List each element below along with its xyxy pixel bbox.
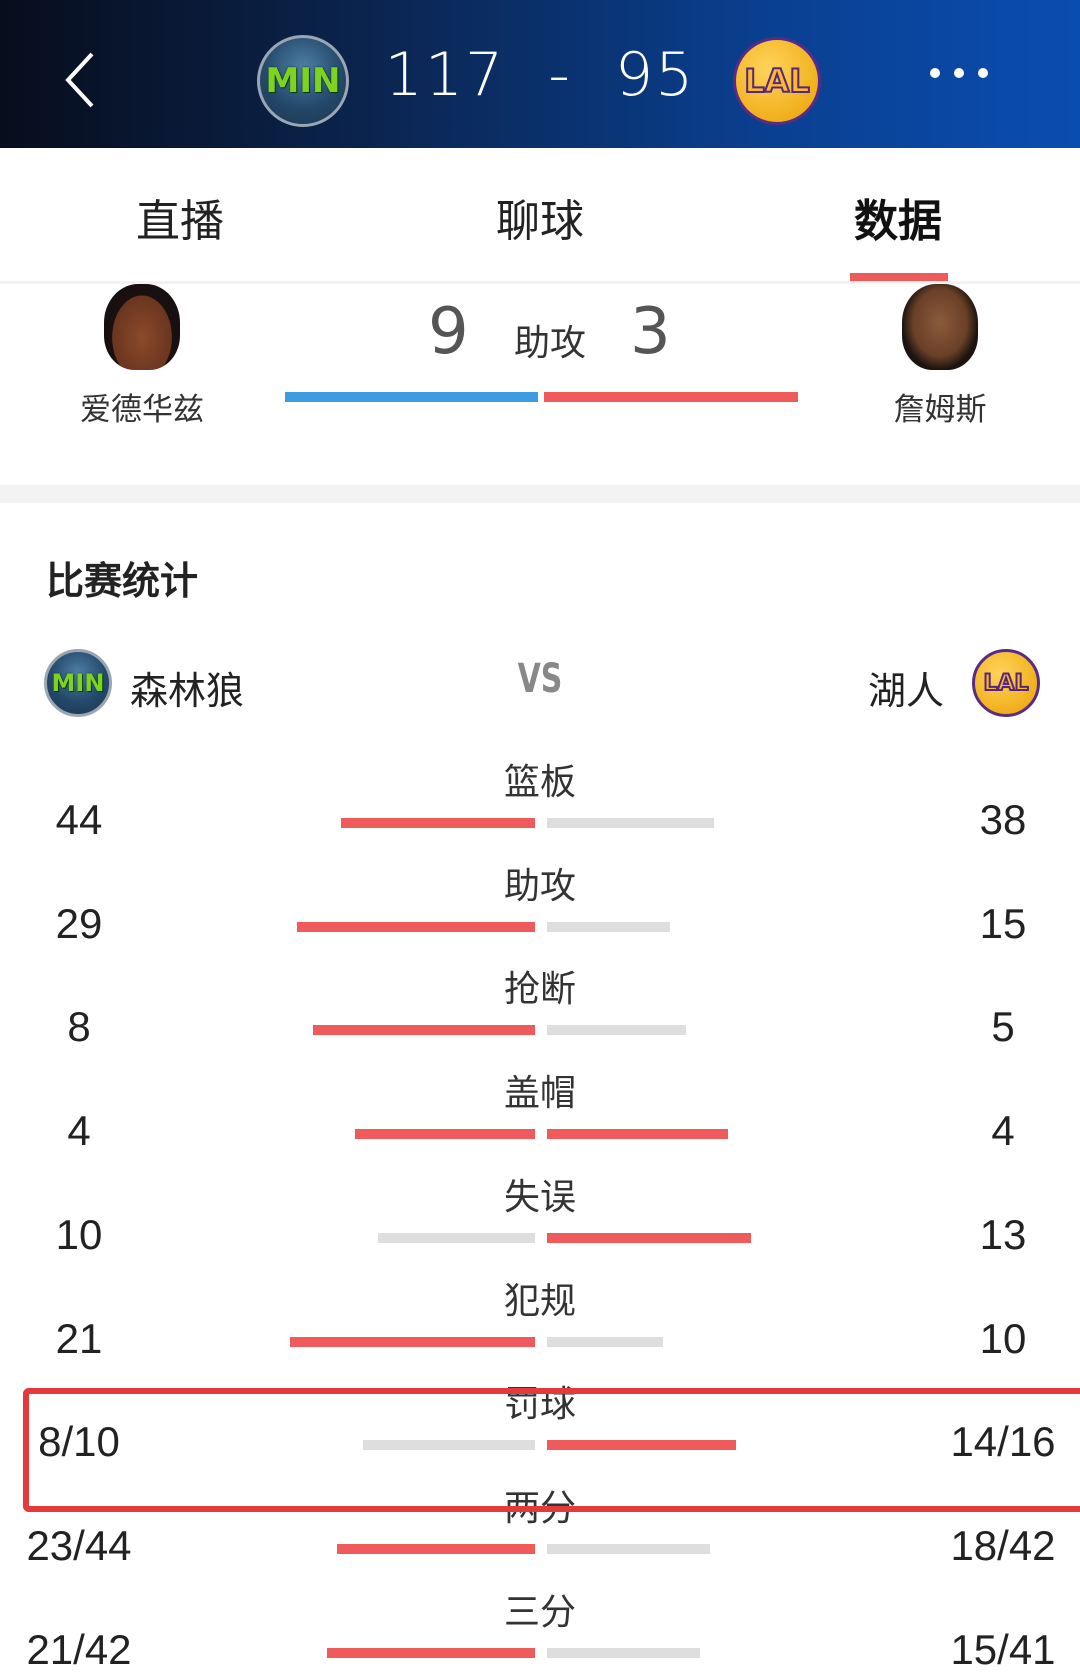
- home-score: 117: [384, 40, 506, 110]
- home-stat-bar: [290, 1336, 535, 1347]
- section-separator: [0, 485, 1080, 503]
- stat-row: 三分 21/42 15/41: [0, 1565, 1080, 1673]
- vs-label: VS: [517, 656, 563, 702]
- stat-row: 失误 10 13: [0, 1150, 1080, 1258]
- score-separator: -: [548, 40, 572, 110]
- away-leader-value: 3: [630, 295, 671, 369]
- home-stat-bar: [362, 1440, 535, 1451]
- lal-team-logo: LAL: [733, 37, 821, 125]
- away-stat-value: 15/41: [950, 1625, 1056, 1673]
- home-team-name: 森林狼: [130, 671, 245, 713]
- home-stat-value: 8: [67, 1003, 91, 1051]
- home-stat-value: 21: [55, 1314, 103, 1362]
- away-stat-bar: [547, 921, 671, 932]
- stat-label: 犯规: [503, 1279, 576, 1321]
- home-stat-value: 44: [55, 796, 103, 843]
- stat-row: 篮板 44 38: [0, 735, 1080, 843]
- away-stat-bar: [547, 1647, 700, 1658]
- away-stat-bar: [547, 818, 715, 828]
- stat-label: 助攻: [503, 864, 576, 906]
- tab-data[interactable]: 数据: [854, 197, 942, 246]
- away-team-name: 湖人: [868, 671, 945, 713]
- away-score: 95: [614, 40, 696, 110]
- away-stat-value: 4: [991, 1107, 1015, 1155]
- leader-stat-label: 助攻: [513, 322, 586, 363]
- home-stat-value: 29: [55, 899, 103, 947]
- away-stat-value: 15: [979, 899, 1027, 947]
- min-team-logo: MIN: [257, 35, 349, 127]
- away-stat-value: 18/42: [950, 1521, 1056, 1569]
- home-stat-bar: [326, 1647, 535, 1658]
- away-stat-bar: [547, 1025, 686, 1036]
- min-team-logo: MIN: [44, 649, 112, 717]
- home-stat-bar: [297, 921, 535, 932]
- home-stat-bar: [336, 1543, 535, 1554]
- more-dots-icon[interactable]: [930, 68, 1000, 88]
- away-stat-bar: [547, 1543, 710, 1554]
- away-player-name: 詹姆斯: [893, 392, 987, 427]
- home-stat-value: 4: [67, 1107, 91, 1155]
- home-stat-bar: [378, 1232, 535, 1243]
- home-player-name: 爱德华兹: [80, 392, 204, 427]
- divider: [0, 281, 1080, 284]
- home-leader-value: 9: [428, 295, 469, 369]
- active-tab-indicator: [850, 273, 948, 281]
- home-stat-value: 23/44: [26, 1521, 132, 1569]
- stat-label: 失误: [503, 1175, 576, 1217]
- home-stat-bar: [312, 1025, 535, 1036]
- away-stat-bar: [547, 1336, 664, 1347]
- stat-row: 助攻 29 15: [0, 839, 1080, 947]
- stat-row: 犯规 21 10: [0, 1254, 1080, 1362]
- score: 117 - 95: [340, 40, 740, 110]
- tab-live[interactable]: 直播: [136, 197, 224, 246]
- away-leader-bar: [544, 392, 798, 402]
- stat-label: 抢断: [503, 968, 576, 1010]
- tab-chat[interactable]: 聊球: [496, 197, 584, 246]
- stat-row: 罚球 8/10 14/16: [0, 1357, 1080, 1466]
- home-stat-value: 10: [55, 1210, 103, 1258]
- section-title: 比赛统计: [46, 561, 199, 603]
- game-header: MIN 117 - 95 LAL: [0, 0, 1080, 148]
- away-player-avatar[interactable]: [902, 284, 978, 370]
- home-stat-value: 21/42: [26, 1625, 132, 1673]
- stat-row: 盖帽 4 4: [0, 1046, 1080, 1155]
- home-stat-value: 8/10: [38, 1418, 120, 1466]
- away-stat-bar: [547, 1129, 728, 1140]
- away-stat-value: 38: [979, 796, 1027, 843]
- chevron-left-icon[interactable]: [62, 50, 102, 110]
- lal-team-logo: LAL: [972, 649, 1040, 717]
- stat-label: 盖帽: [503, 1072, 576, 1114]
- stat-label: 三分: [503, 1590, 576, 1632]
- highlight-box: [23, 1388, 1080, 1512]
- stat-label: 篮板: [503, 761, 576, 802]
- away-stat-value: 5: [991, 1003, 1015, 1051]
- stat-row: 抢断 8 5: [0, 942, 1080, 1051]
- home-player-avatar[interactable]: [104, 284, 180, 370]
- away-stat-value: 10: [979, 1314, 1027, 1362]
- away-stat-value: 13: [979, 1210, 1027, 1258]
- home-stat-bar: [341, 818, 535, 828]
- away-stat-bar: [547, 1232, 752, 1243]
- away-stat-value: 14/16: [950, 1418, 1056, 1466]
- away-stat-bar: [547, 1440, 736, 1451]
- home-leader-bar: [285, 392, 538, 402]
- home-stat-bar: [354, 1129, 535, 1140]
